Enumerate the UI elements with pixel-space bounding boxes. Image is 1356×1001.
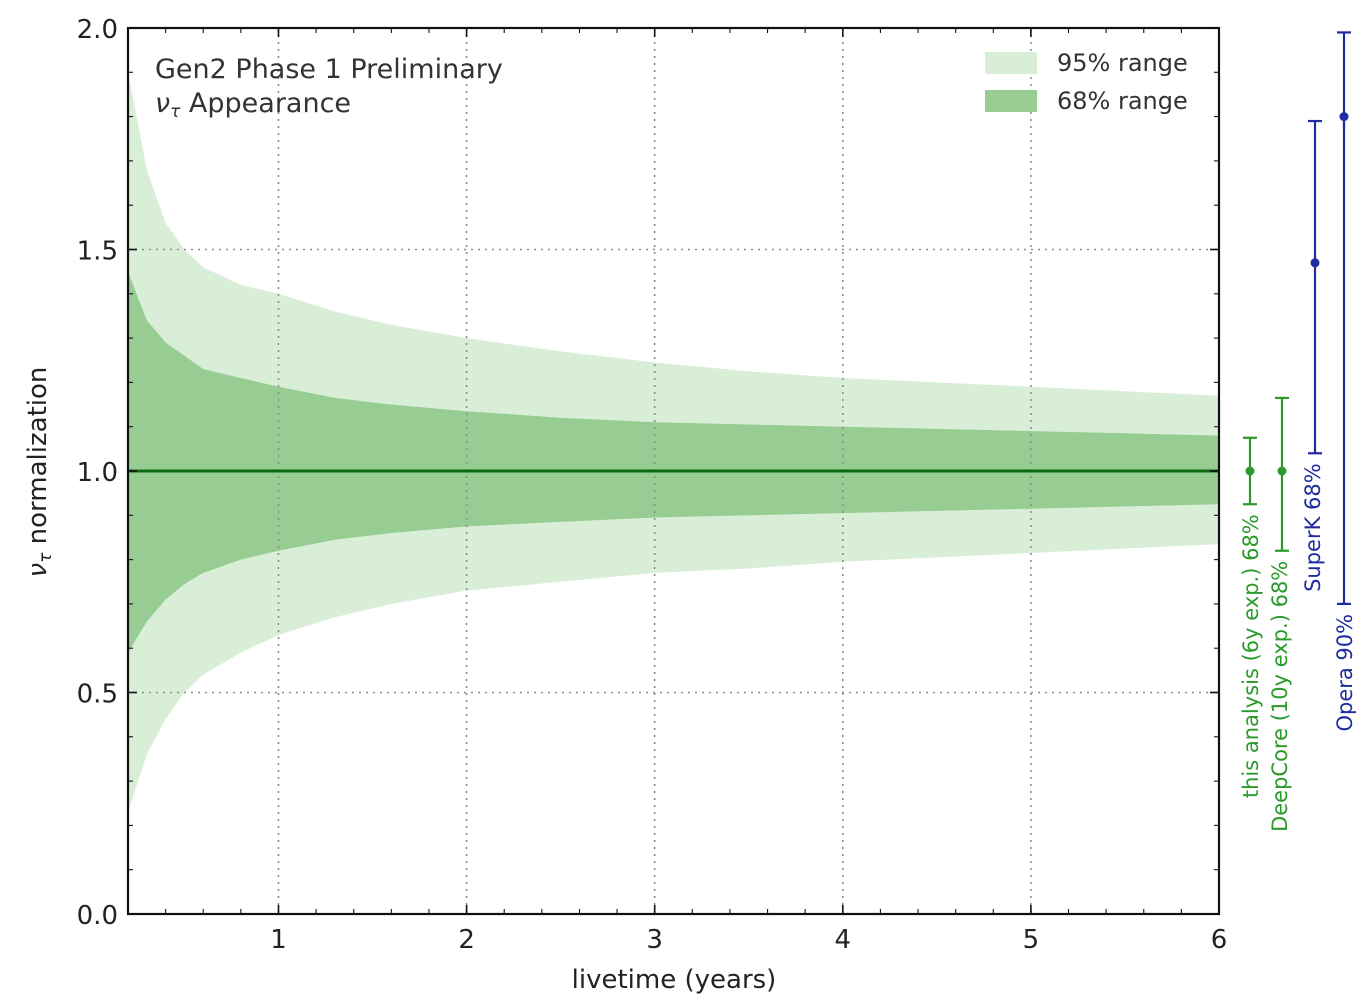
band-68 xyxy=(128,271,1219,653)
measurement-1: DeepCore (10y exp.) 68% xyxy=(1268,396,1292,832)
annotation-appearance: Appearance xyxy=(180,88,351,119)
y-axis-nu: ν xyxy=(23,563,53,578)
x-tick-label: 4 xyxy=(835,925,852,955)
legend-swatch-68 xyxy=(985,90,1037,112)
legend: 95% range 68% range xyxy=(985,49,1188,115)
x-axis-title: livetime (years) xyxy=(572,965,777,995)
measurement-0: this analysis (6y exp.) 68% xyxy=(1239,436,1263,798)
measurement-point xyxy=(1277,466,1287,476)
measurement-3: Opera 90% xyxy=(1333,31,1356,732)
y-tick-label: 2.0 xyxy=(77,15,118,45)
measurement-label: DeepCore (10y exp.) 68% xyxy=(1268,561,1292,832)
measurement-point xyxy=(1310,258,1320,268)
annotation-tau: τ xyxy=(170,102,181,122)
y-axis-tau: τ xyxy=(36,552,56,563)
annotation-line-1: Gen2 Phase 1 Preliminary xyxy=(155,54,503,85)
legend-label-68: 68% range xyxy=(1057,87,1188,115)
annotation-line-2: ντ Appearance xyxy=(155,88,351,122)
external-measurements: this analysis (6y exp.) 68% DeepCore (10y… xyxy=(1239,31,1356,832)
y-tick-label: 0.5 xyxy=(77,680,118,710)
y-tick-label: 1.5 xyxy=(77,237,118,267)
measurement-label: SuperK 68% xyxy=(1301,463,1325,592)
x-tick-label: 2 xyxy=(458,925,475,955)
measurement-point xyxy=(1339,112,1349,122)
measurement-label: this analysis (6y exp.) 68% xyxy=(1239,514,1263,798)
y-tick-label: 0.0 xyxy=(77,901,118,931)
x-tick-label: 5 xyxy=(1023,925,1040,955)
legend-swatch-95 xyxy=(985,52,1037,74)
y-axis-title: ντ normalization xyxy=(23,367,56,578)
y-axis-rest: normalization xyxy=(23,367,53,553)
legend-label-95: 95% range xyxy=(1057,49,1188,77)
x-tick-label: 6 xyxy=(1211,925,1228,955)
annotation-nu: ν xyxy=(155,88,170,119)
x-tick-label: 1 xyxy=(270,925,287,955)
tick-layer: 1 2 3 4 5 6 0.0 0.5 1.0 1.5 2.0 xyxy=(77,15,1228,955)
x-tick-label: 3 xyxy=(646,925,663,955)
band-layer xyxy=(128,72,1219,813)
measurement-point xyxy=(1245,466,1255,476)
measurement-label: Opera 90% xyxy=(1333,614,1356,732)
measurement-2: SuperK 68% xyxy=(1301,119,1325,592)
y-tick-label: 1.0 xyxy=(77,458,118,488)
